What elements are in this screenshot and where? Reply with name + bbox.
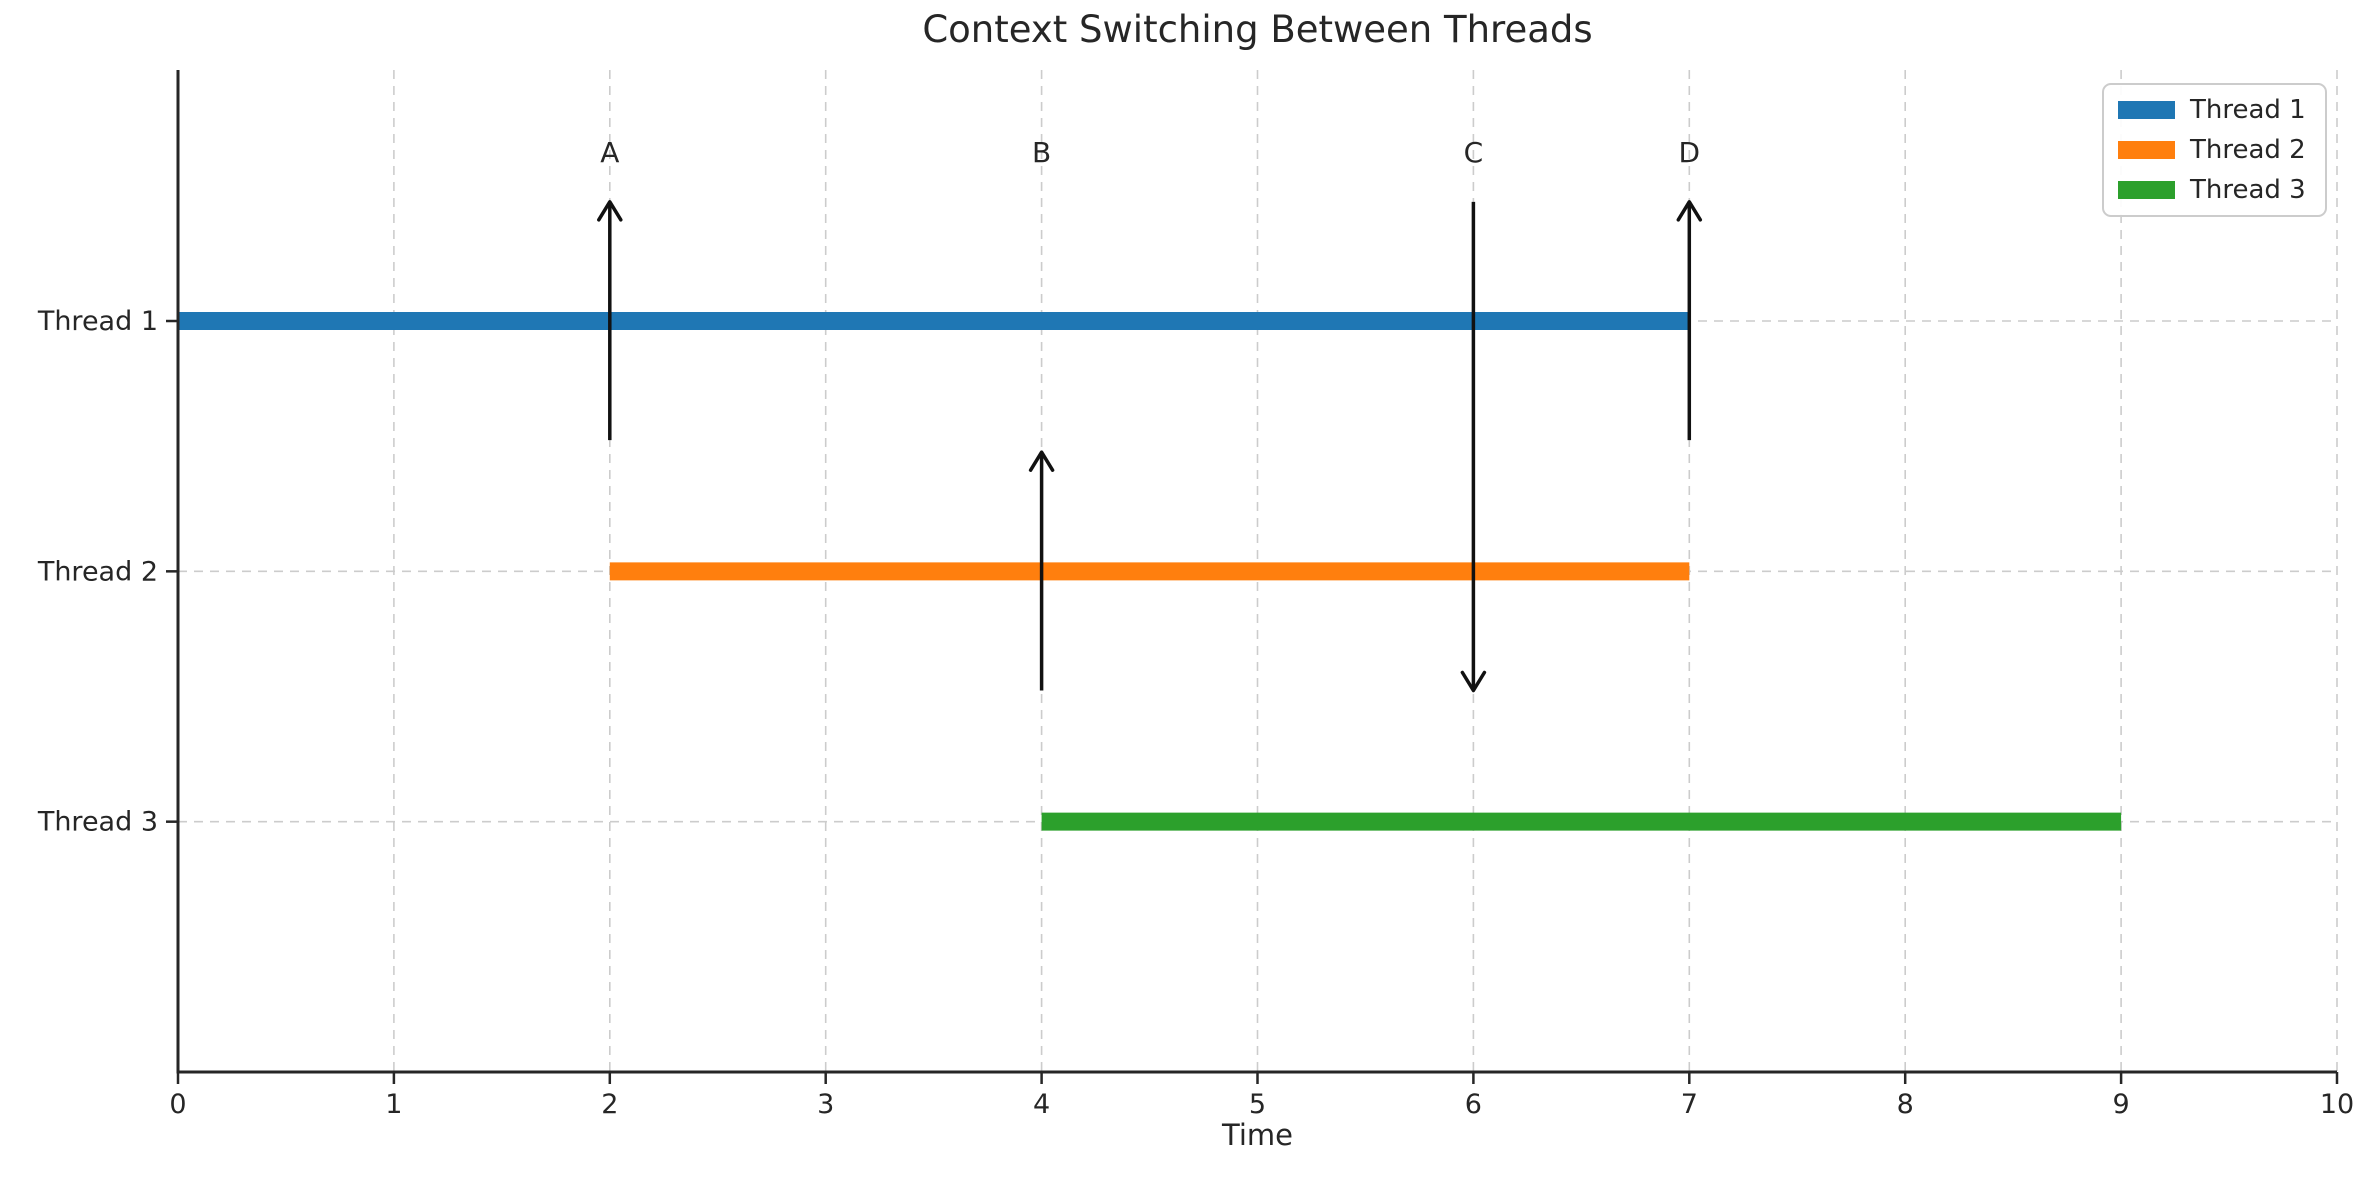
x-tick-label: 6 <box>1465 1089 1482 1120</box>
legend-label: Thread 2 <box>2190 135 2306 165</box>
switch-label: B <box>1032 136 1051 169</box>
switch-label: D <box>1679 136 1701 169</box>
x-tick-label: 10 <box>2320 1089 2354 1120</box>
switch-arrow-head <box>1676 200 1703 222</box>
y-tick-label: Thread 3 <box>37 807 158 838</box>
x-tick-label: 2 <box>601 1089 618 1120</box>
switch-arrow-head <box>1028 450 1055 472</box>
y-tick-label: Thread 1 <box>37 306 158 337</box>
legend-label: Thread 1 <box>2190 95 2306 125</box>
switch-arrow-head <box>1460 670 1487 693</box>
legend-row: Thread 2 <box>2118 135 2311 165</box>
switch-label: C <box>1464 136 1484 169</box>
x-tick-label: 0 <box>169 1089 186 1120</box>
legend-row: Thread 1 <box>2118 95 2311 125</box>
x-tick-label: 9 <box>2113 1089 2130 1120</box>
x-tick-label: 8 <box>1897 1089 1914 1120</box>
legend-row: Thread 3 <box>2118 175 2311 205</box>
x-tick-label: 3 <box>817 1089 834 1120</box>
legend-label: Thread 3 <box>2190 175 2306 205</box>
x-tick-label: 5 <box>1249 1089 1266 1120</box>
x-tick-label: 7 <box>1681 1089 1698 1120</box>
y-tick-label: Thread 2 <box>37 556 158 587</box>
legend: Thread 1 Thread 2 Thread 3 <box>2102 83 2327 217</box>
switch-label: A <box>600 136 619 169</box>
switch-arrow-head <box>597 200 623 222</box>
legend-swatch <box>2118 101 2175 119</box>
legend-swatch <box>2118 181 2175 199</box>
legend-swatch <box>2118 141 2175 159</box>
chart-title: Context Switching Between Threads <box>922 8 1593 51</box>
x-tick-label: 1 <box>385 1089 402 1120</box>
x-axis-label: Time <box>1222 1118 1293 1152</box>
x-tick-label: 4 <box>1033 1089 1050 1120</box>
